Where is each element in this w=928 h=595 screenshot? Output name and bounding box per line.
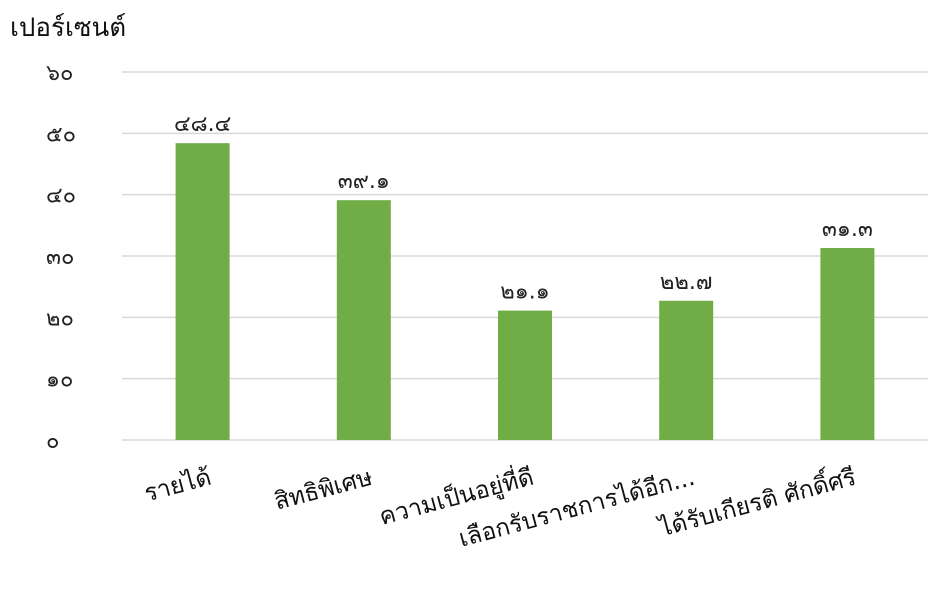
data-label: ๔๘.๔: [174, 112, 231, 137]
data-label: ๒๒.๗: [660, 270, 713, 295]
y-tick-label: ๕๐: [46, 122, 76, 147]
bars: [175, 143, 875, 440]
y-axis-ticks: ๐ ๑๐ ๒๐ ๓๐ ๔๐ ๕๐ ๖๐: [46, 61, 76, 454]
y-tick-label: ๖๐: [46, 61, 73, 86]
bar: [498, 310, 552, 440]
y-axis-title: เปอร์เซนต์: [10, 13, 126, 43]
category-label: รายได้: [141, 463, 214, 508]
category-label: สิทธิพิเศษ: [271, 463, 375, 516]
data-label: ๒๑.๑: [500, 280, 549, 305]
bar: [175, 143, 230, 440]
bar: [820, 248, 875, 440]
data-label: ๓๑.๓: [822, 217, 873, 242]
y-tick-label: ๔๐: [46, 184, 76, 209]
y-tick-label: ๓๐: [46, 245, 74, 270]
data-labels: ๔๘.๔๓๙.๑๒๑.๑ ๒๒.๗ ๓๑.๓: [174, 112, 873, 304]
data-label: ๓๙.๑: [338, 169, 390, 194]
bar: [659, 300, 714, 440]
bar: [336, 200, 391, 440]
y-tick-label: ๑๐: [46, 368, 73, 393]
y-tick-label: ๒๐: [46, 306, 74, 331]
y-tick-label: ๐: [46, 429, 59, 454]
category-labels: รายได้ สิทธิพิเศษ ความเป็นอยู่ที่ดีเลือกรั…: [141, 459, 859, 553]
